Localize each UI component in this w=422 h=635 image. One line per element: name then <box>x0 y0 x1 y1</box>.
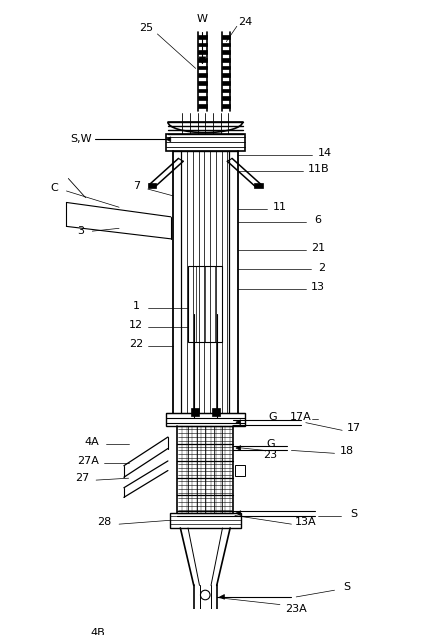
Text: 11: 11 <box>273 202 287 212</box>
Bar <box>148 184 157 188</box>
Text: 13A: 13A <box>295 518 316 527</box>
Text: 23A: 23A <box>285 605 307 614</box>
Text: 4B: 4B <box>91 628 106 635</box>
Bar <box>166 413 244 427</box>
Bar <box>222 58 230 62</box>
Bar <box>197 88 207 92</box>
Text: S,W: S,W <box>70 134 92 144</box>
Bar <box>222 43 230 46</box>
Bar <box>188 265 222 342</box>
Bar <box>222 104 230 108</box>
Bar <box>191 408 199 416</box>
Polygon shape <box>199 57 206 64</box>
Polygon shape <box>236 446 241 450</box>
Bar <box>235 465 244 476</box>
Bar <box>170 512 241 528</box>
Bar <box>197 43 207 46</box>
Bar <box>222 96 230 100</box>
Text: 27A: 27A <box>78 456 100 466</box>
Text: 23: 23 <box>263 450 277 460</box>
Text: 11B: 11B <box>307 164 329 174</box>
Bar <box>197 50 207 54</box>
Text: G: G <box>266 439 275 449</box>
Text: 25: 25 <box>139 23 153 33</box>
Text: G: G <box>268 412 276 422</box>
Text: 21: 21 <box>311 243 325 253</box>
Polygon shape <box>236 420 241 425</box>
Text: 22: 22 <box>129 339 143 349</box>
Text: W: W <box>197 13 208 23</box>
Bar <box>222 50 230 54</box>
Text: 14: 14 <box>318 148 332 157</box>
Text: 27: 27 <box>76 473 90 483</box>
Text: 2: 2 <box>319 262 326 272</box>
Text: 3: 3 <box>77 226 84 236</box>
Bar <box>212 408 219 416</box>
Text: S: S <box>350 509 357 519</box>
Bar <box>197 65 207 69</box>
Bar <box>166 133 244 150</box>
Bar <box>197 73 207 77</box>
Text: 7: 7 <box>133 181 140 191</box>
Bar <box>197 81 207 84</box>
Text: 12: 12 <box>129 320 143 330</box>
Text: 18: 18 <box>340 446 354 457</box>
Text: 24: 24 <box>238 17 253 27</box>
Bar <box>254 184 263 188</box>
Bar <box>222 65 230 69</box>
Text: C: C <box>50 183 58 193</box>
Bar <box>222 73 230 77</box>
Text: 6: 6 <box>315 215 322 225</box>
Bar <box>197 35 207 39</box>
Text: 13: 13 <box>311 282 325 291</box>
Bar <box>197 96 207 100</box>
Text: 4A: 4A <box>85 437 100 447</box>
Polygon shape <box>236 511 241 516</box>
Bar <box>197 58 207 62</box>
Bar <box>222 81 230 84</box>
Text: 28: 28 <box>97 518 112 527</box>
Bar <box>197 104 207 108</box>
Text: 1: 1 <box>133 301 140 311</box>
Polygon shape <box>166 137 171 142</box>
Bar <box>222 35 230 39</box>
Text: 17: 17 <box>346 424 361 434</box>
Text: S: S <box>344 582 351 592</box>
Bar <box>222 88 230 92</box>
Text: 17A: 17A <box>290 412 312 422</box>
Bar <box>186 614 225 624</box>
Polygon shape <box>219 594 225 599</box>
